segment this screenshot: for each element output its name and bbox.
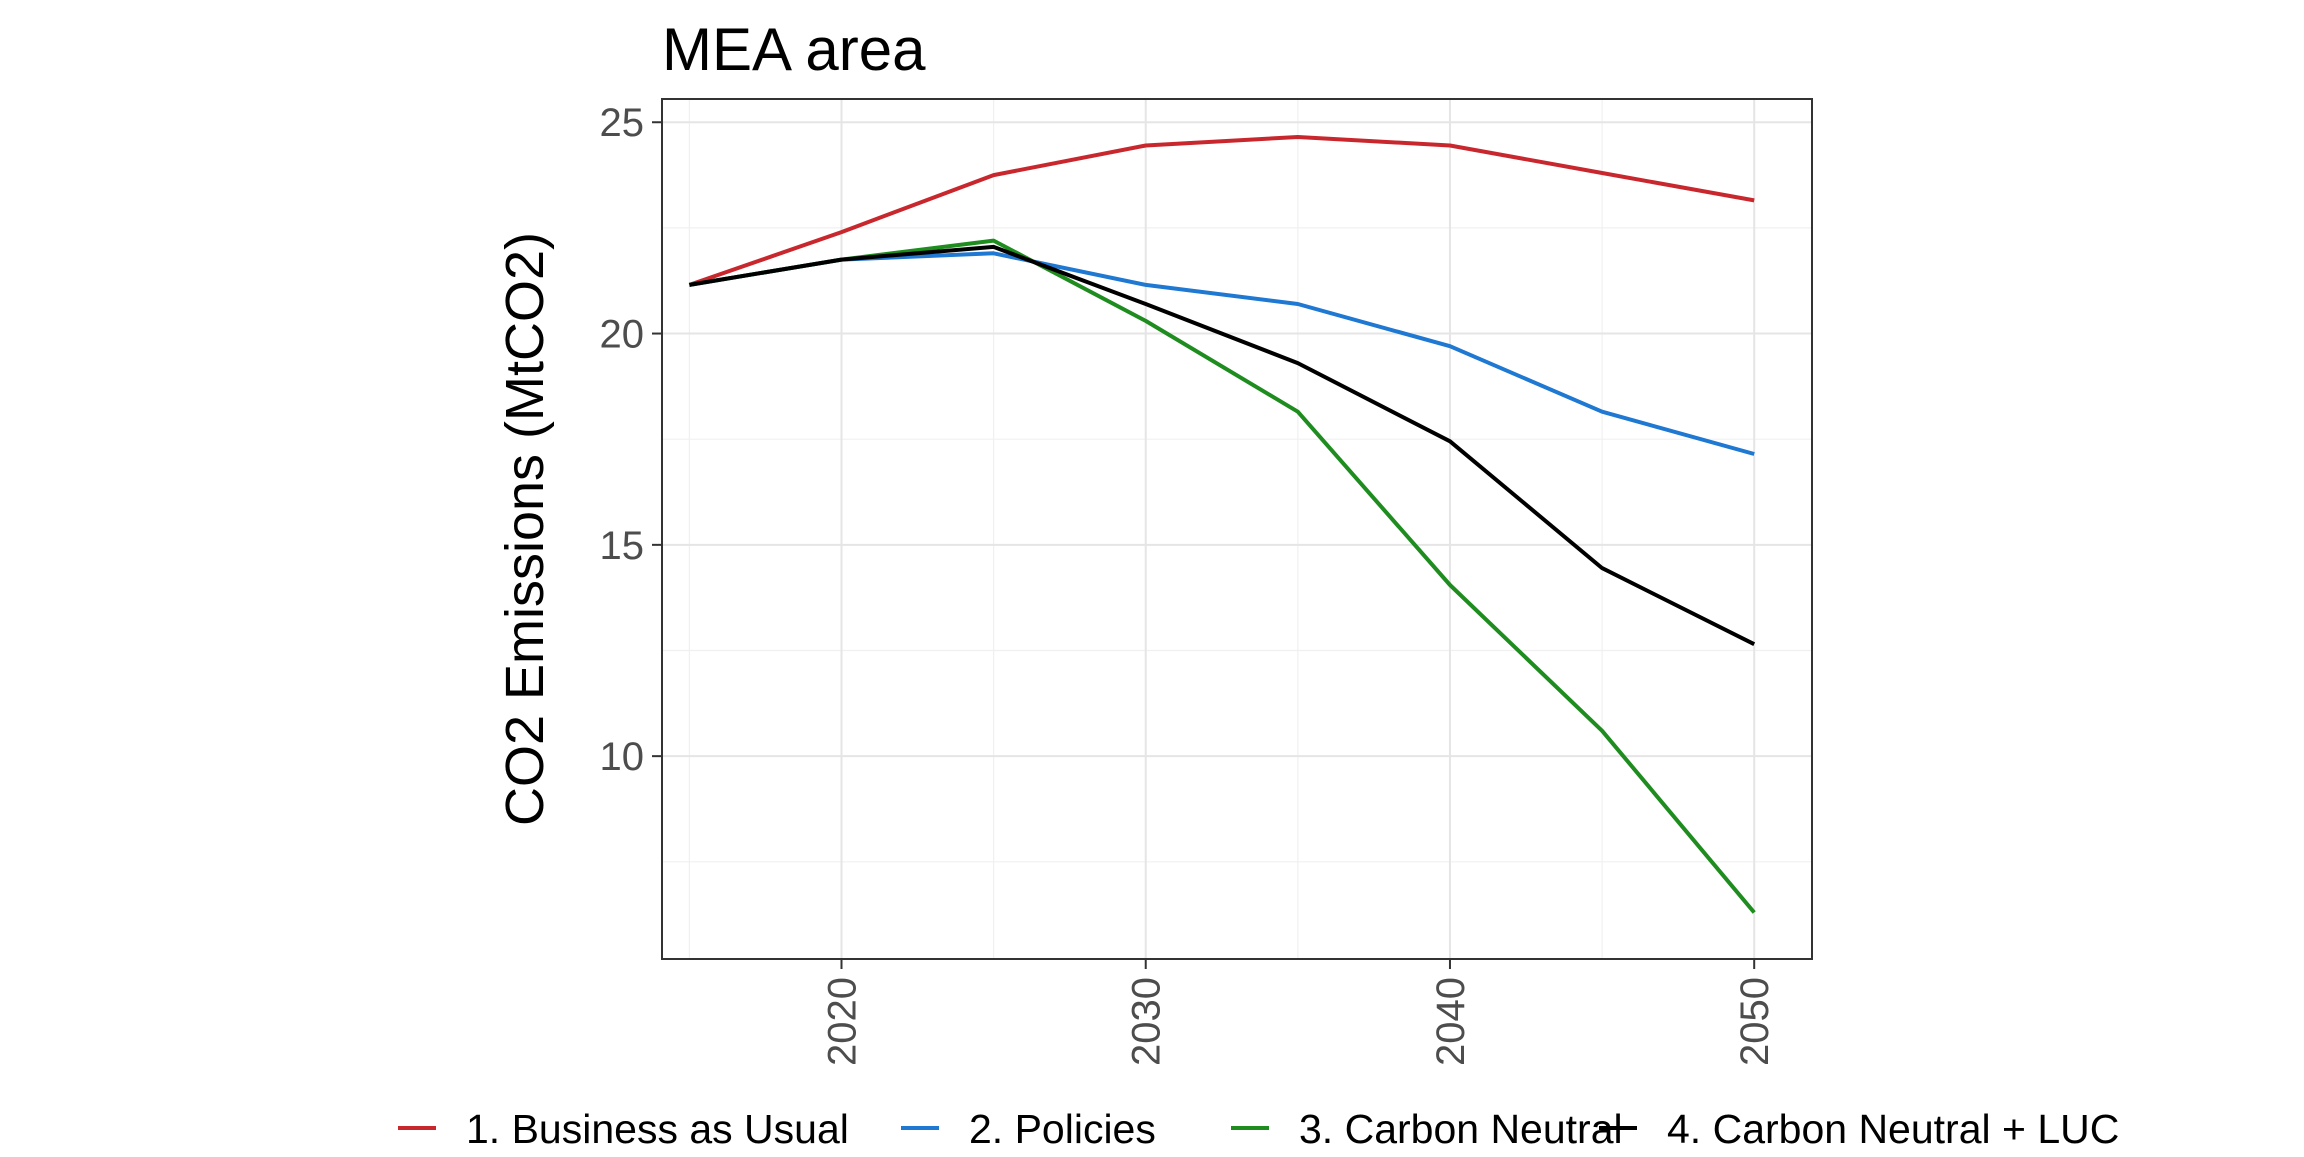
x-tick-label-2: 2040 [1429, 977, 1473, 1066]
x-tick-label-3: 2050 [1733, 977, 1777, 1066]
plot-panel-border [661, 98, 1813, 960]
y-axis-label: CO2 Emissions (MtCO2) [495, 232, 555, 826]
legend-label-1: 1. Business as Usual [466, 1106, 849, 1152]
y-tick-label-2: 20 [600, 313, 645, 357]
legend-label-3: 3. Carbon Neutral [1299, 1106, 1623, 1152]
series-lines [688, 135, 1756, 914]
series-line-1 [688, 135, 1755, 287]
series-line-2 [689, 251, 1755, 456]
x-tick-label-0: 2020 [820, 977, 864, 1066]
y-axis: 10 15 20 25 [600, 101, 662, 779]
x-axis: 2020 2030 2040 2050 [820, 959, 1777, 1066]
x-tick-label-1: 2030 [1125, 977, 1169, 1066]
y-tick-label-3: 25 [600, 101, 645, 145]
gridlines [662, 99, 1812, 959]
legend-label-4: 4. Carbon Neutral + LUC [1667, 1106, 2119, 1152]
series-line-4 [689, 244, 1756, 646]
series-line-3 [689, 238, 1756, 914]
legend: 1. Business as Usual 2. Policies 3. Carbon… [398, 1106, 2119, 1152]
chart-title: MEA area [662, 16, 926, 83]
legend-label-2: 2. Policies [969, 1106, 1156, 1152]
y-tick-label-0: 10 [600, 735, 645, 779]
y-tick-label-1: 15 [600, 524, 645, 568]
